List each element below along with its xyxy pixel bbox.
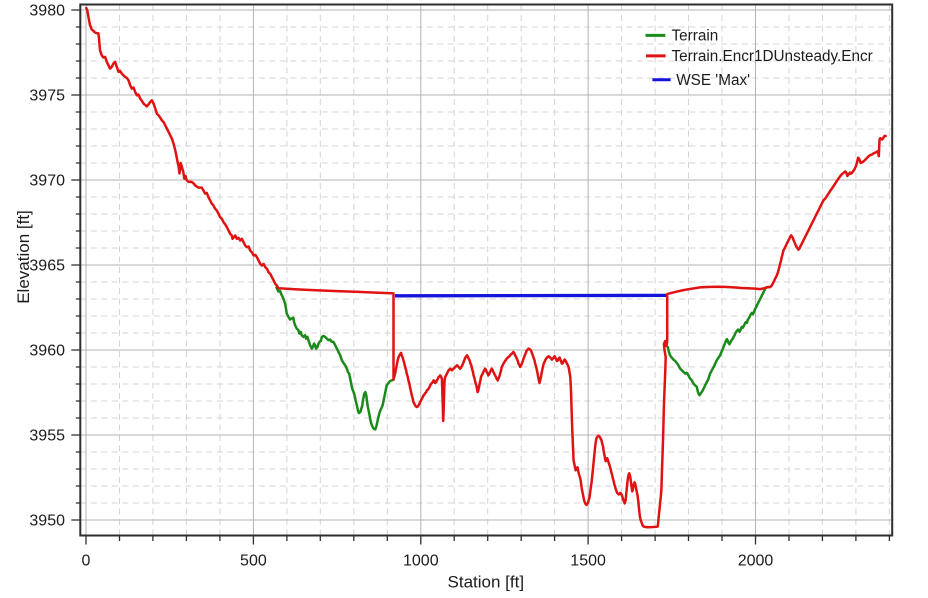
svg-text:1500: 1500 xyxy=(570,553,606,570)
svg-text:Terrain: Terrain xyxy=(672,28,719,45)
svg-text:500: 500 xyxy=(240,553,267,570)
svg-text:3970: 3970 xyxy=(29,172,65,189)
svg-text:1000: 1000 xyxy=(403,553,439,570)
svg-text:Elevation [ft]: Elevation [ft] xyxy=(14,210,33,304)
svg-text:3955: 3955 xyxy=(29,427,65,444)
svg-text:3950: 3950 xyxy=(29,512,65,529)
svg-text:3960: 3960 xyxy=(29,342,65,359)
svg-text:3965: 3965 xyxy=(29,257,65,274)
svg-text:Terrain.Encr1DUnsteady.Encr: Terrain.Encr1DUnsteady.Encr xyxy=(672,48,873,65)
svg-text:2000: 2000 xyxy=(738,553,774,570)
svg-text:3975: 3975 xyxy=(29,87,65,104)
svg-text:WSE 'Max': WSE 'Max' xyxy=(676,72,750,89)
svg-text:Station [ft]: Station [ft] xyxy=(448,573,525,592)
svg-text:3980: 3980 xyxy=(29,2,65,19)
svg-text:0: 0 xyxy=(82,553,91,570)
